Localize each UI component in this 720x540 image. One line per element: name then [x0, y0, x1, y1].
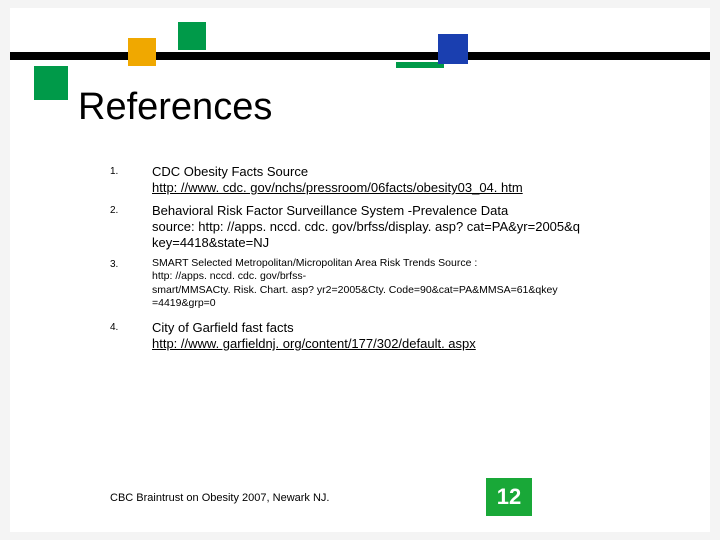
ref-text: smart/MMSACty. Risk. Chart. asp? yr2=200… [152, 284, 558, 296]
ref-text: http: //apps. nccd. cdc. gov/brfss- [152, 270, 306, 282]
footer-text: CBC Braintrust on Obesity 2007, Newark N… [110, 492, 329, 504]
item-body: Behavioral Risk Factor Surveillance Syst… [152, 203, 580, 252]
item-body: City of Garfield fast facts http: //www.… [152, 320, 476, 353]
page-title: References [78, 86, 272, 129]
ref-text: key=4418&state=NJ [152, 235, 269, 250]
ref-link[interactable]: http: //www. garfieldnj. org/content/177… [152, 336, 476, 351]
deco-square-orange [128, 38, 156, 66]
item-number: 4. [110, 320, 152, 353]
ref-text: Behavioral Risk Factor Surveillance Syst… [152, 203, 508, 218]
ref-text: =4419&grp=0 [152, 297, 216, 309]
item-number: 2. [110, 203, 152, 252]
ref-text: SMART Selected Metropolitan/Micropolitan… [152, 257, 477, 269]
page-number-box: 12 [486, 478, 532, 516]
top-black-bar [10, 52, 710, 60]
item-body: SMART Selected Metropolitan/Micropolitan… [152, 257, 558, 310]
deco-square-green-top [178, 22, 206, 50]
list-item: 1. CDC Obesity Facts Source http: //www.… [110, 164, 680, 197]
deco-green-line [396, 62, 444, 68]
deco-square-green-left [34, 66, 68, 100]
list-item: 2. Behavioral Risk Factor Surveillance S… [110, 203, 680, 252]
slide: References 1. CDC Obesity Facts Source h… [10, 8, 710, 532]
ref-text: CDC Obesity Facts Source [152, 164, 308, 179]
item-number: 3. [110, 257, 152, 310]
list-item: 3. SMART Selected Metropolitan/Micropoli… [110, 257, 680, 310]
deco-square-blue [438, 34, 468, 64]
ref-link[interactable]: http: //www. cdc. gov/nchs/pressroom/06f… [152, 180, 523, 195]
item-body: CDC Obesity Facts Source http: //www. cd… [152, 164, 523, 197]
item-number: 1. [110, 164, 152, 197]
ref-text: source: http: //apps. nccd. cdc. gov/brf… [152, 219, 580, 234]
list-item: 4. City of Garfield fast facts http: //w… [110, 320, 680, 353]
page-number: 12 [497, 484, 521, 510]
ref-text: City of Garfield fast facts [152, 320, 294, 335]
reference-list: 1. CDC Obesity Facts Source http: //www.… [110, 164, 680, 358]
